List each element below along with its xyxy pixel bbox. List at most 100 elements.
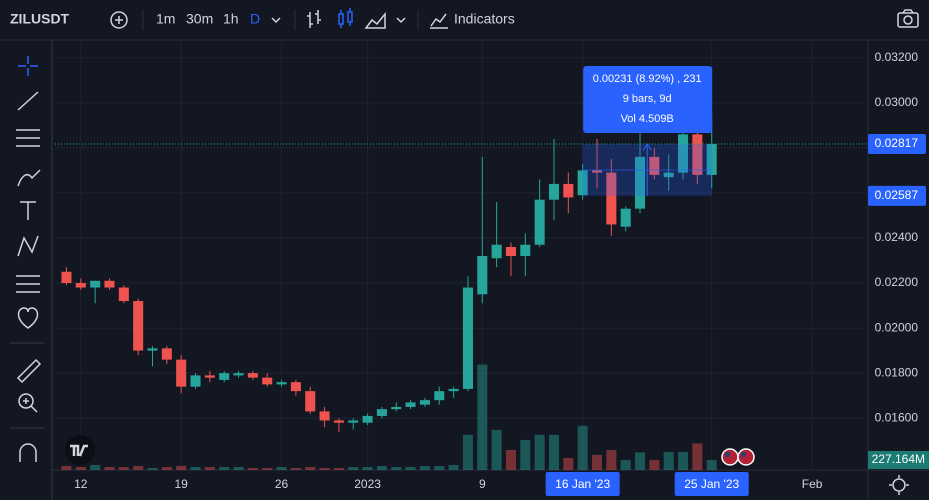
x-tick-label: 9 <box>479 477 486 491</box>
volume-bar <box>190 466 201 470</box>
volume-bar <box>219 466 230 470</box>
volume-bar <box>362 466 373 470</box>
volume-bar <box>448 464 459 470</box>
candle-body <box>534 199 545 245</box>
candle-body <box>75 283 86 288</box>
candle-body <box>319 411 330 421</box>
candle-body <box>591 170 603 173</box>
y-tick-label: 0.01600 <box>875 410 919 424</box>
candles-style[interactable] <box>338 8 353 28</box>
candle-body <box>90 280 101 288</box>
magnet-tool[interactable] <box>19 443 37 462</box>
volume-bar <box>133 465 144 470</box>
settings[interactable] <box>889 475 909 495</box>
brush-tool[interactable] <box>17 169 41 187</box>
measure-price-label: 0.02587 <box>875 188 919 202</box>
indicators-button[interactable]: Indicators <box>454 11 515 27</box>
top-toolbar: ZILUSDT 1m 30m 1h D Indicators <box>0 8 929 41</box>
candle-body <box>219 373 230 380</box>
interval-active[interactable]: D <box>250 11 260 27</box>
volume-bar <box>405 466 416 470</box>
x-tick-label: 2023 <box>354 477 381 491</box>
volume-bar <box>563 457 574 470</box>
interval-menu[interactable] <box>271 17 281 24</box>
volume-bar <box>663 451 674 470</box>
interval[interactable]: 30m <box>186 11 213 27</box>
volume-bar <box>204 466 215 470</box>
candle-body <box>190 375 201 387</box>
candle-body <box>462 287 473 389</box>
volume-bar <box>247 468 258 470</box>
candle-body <box>133 301 144 351</box>
volume-bar <box>376 465 387 470</box>
x-tick-label: Feb <box>802 477 823 491</box>
candle-body <box>405 402 416 407</box>
volume-bar <box>692 443 703 470</box>
candle-body <box>548 183 560 200</box>
volume-bar <box>276 466 287 470</box>
candle-body <box>233 373 244 376</box>
last-volume-label: 227.164M <box>872 452 925 466</box>
candle-body <box>118 287 129 302</box>
last-price-bg <box>868 134 926 155</box>
favorites-tool[interactable] <box>17 307 39 329</box>
text-tool[interactable] <box>20 201 36 220</box>
volume-bar <box>577 425 588 470</box>
volume-bar <box>634 452 646 470</box>
area-style[interactable] <box>364 11 386 29</box>
y-tick-label: 0.02000 <box>875 320 919 334</box>
crosshair-tool[interactable] <box>18 56 38 76</box>
volume-bar <box>419 465 430 470</box>
measure-text: 0.00231 (8.92%) , 231 <box>593 73 702 85</box>
measure-arrow-head <box>642 143 652 151</box>
candle-body <box>649 156 660 175</box>
indicators-icon[interactable] <box>430 13 448 29</box>
volume-bar <box>176 465 187 470</box>
y-tick-label: 0.03000 <box>875 95 919 109</box>
add-symbol[interactable] <box>110 11 128 29</box>
style-menu[interactable] <box>396 17 406 24</box>
bars-style[interactable] <box>307 10 321 28</box>
pattern-tool[interactable] <box>17 235 39 257</box>
snapshot[interactable] <box>897 9 919 28</box>
interval[interactable]: 1m <box>156 11 175 27</box>
volume-bar <box>75 466 86 470</box>
volume-bar <box>61 465 72 470</box>
candle-body <box>391 406 402 410</box>
candle-body <box>290 382 301 392</box>
volume-bar <box>505 449 516 470</box>
volume-bar <box>534 434 545 470</box>
time-highlight <box>674 472 749 496</box>
volume-bar <box>548 434 560 470</box>
candle-body <box>477 256 488 295</box>
candle-body <box>577 170 588 196</box>
candle-body <box>362 415 373 423</box>
x-tick-label: 25 Jan '23 <box>684 477 739 491</box>
volume-bar <box>147 468 158 470</box>
measure-price-bg <box>868 185 926 206</box>
volume-bar <box>620 459 631 470</box>
candle-body <box>663 172 674 178</box>
volume-bar <box>649 459 660 470</box>
trend-line-tool[interactable] <box>17 91 39 111</box>
symbol[interactable]: ZILUSDT <box>10 11 70 27</box>
ruler-tool[interactable] <box>16 358 42 384</box>
volume-bar <box>233 466 244 470</box>
event-marker-flag <box>725 452 730 457</box>
prediction-tool[interactable] <box>16 275 40 293</box>
candle-body <box>448 388 459 392</box>
candle-body <box>620 208 631 227</box>
volume-bar <box>262 468 273 470</box>
interval[interactable]: 1h <box>223 11 239 27</box>
candle-body <box>247 373 258 378</box>
candle-body <box>563 183 574 198</box>
volume-bar <box>90 464 101 470</box>
candle-body <box>147 348 158 351</box>
zoom-tool[interactable] <box>18 393 38 413</box>
volume-bar <box>333 468 344 470</box>
candle-body <box>692 134 703 175</box>
last-price-label: 0.02817 <box>875 136 919 150</box>
fib-tool[interactable] <box>16 129 40 147</box>
